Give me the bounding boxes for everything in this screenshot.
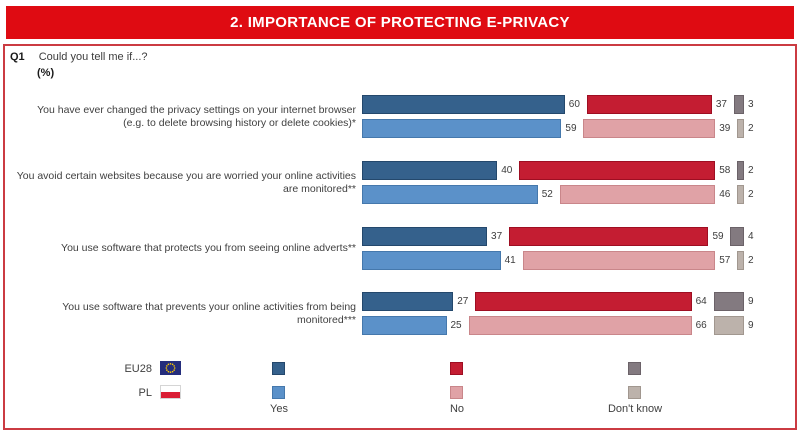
- bar-pl-no: [468, 316, 692, 335]
- bar-row-eu28: 37 59 4: [362, 227, 766, 246]
- legend-swatch-pl-dont-know: [628, 386, 641, 399]
- bar-row-eu28: 60 37 3: [362, 95, 766, 114]
- bar-row-eu28: 40 58 2: [362, 161, 766, 180]
- bar-pair: 60 37 3 59 39 2: [362, 95, 766, 138]
- pl-flag-icon: [160, 385, 181, 399]
- value-label: 4: [747, 231, 754, 242]
- bar-pl-dont-know: [713, 316, 744, 335]
- bar-eu28-yes: [362, 161, 498, 180]
- question-line: Q1 Could you tell me if...?: [10, 51, 148, 63]
- bar-eu28-dont-know: [730, 227, 744, 246]
- bar-pl-dont-know: [737, 185, 744, 204]
- bar-pl-yes: [362, 251, 501, 270]
- value-label: 59: [712, 231, 724, 242]
- bar-pair: 27 64 9 25 66 9: [362, 292, 766, 335]
- bar-eu28-dont-know: [713, 292, 744, 311]
- bar-eu28-no: [475, 292, 692, 311]
- value-label: 57: [719, 255, 731, 266]
- legend-row-label-eu28: EU28: [124, 363, 152, 375]
- legend-column-dont-know: Don't know: [607, 403, 663, 415]
- bar-row-pl: 52 46 2: [362, 185, 766, 204]
- bar-pl-dont-know: [737, 251, 744, 270]
- value-label: 37: [491, 231, 503, 242]
- question-label: You use software that prevents your onli…: [62, 300, 356, 326]
- bar-row-pl: 25 66 9: [362, 316, 766, 335]
- bar-row-pl: 59 39 2: [362, 119, 766, 138]
- question-text: Could you tell me if...?: [38, 51, 148, 63]
- question-group-1: You have ever changed the privacy settin…: [10, 95, 790, 138]
- bar-eu28-yes: [362, 95, 565, 114]
- bar-eu28-no: [586, 95, 712, 114]
- value-label: 2: [747, 123, 754, 134]
- value-label: 52: [541, 189, 553, 200]
- value-label: 59: [565, 123, 577, 134]
- value-label: 2: [747, 165, 754, 176]
- bar-pl-dont-know: [737, 119, 744, 138]
- value-label: 3: [747, 99, 754, 110]
- value-label: 46: [719, 189, 731, 200]
- value-label: 64: [695, 296, 707, 307]
- value-label: 27: [457, 296, 469, 307]
- bar-pl-no: [559, 185, 716, 204]
- legend-swatch-eu28-yes: [272, 362, 285, 375]
- bar-row-pl: 41 57 2: [362, 251, 766, 270]
- value-label: 60: [568, 99, 580, 110]
- bar-eu28-yes: [362, 227, 488, 246]
- legend-swatch-pl-yes: [272, 386, 285, 399]
- question-id: Q1: [10, 51, 25, 63]
- value-label: 9: [747, 320, 754, 331]
- legend-column-yes: Yes: [270, 403, 288, 415]
- bar-row-eu28: 27 64 9: [362, 292, 766, 311]
- question-label: You avoid certain websites because you a…: [16, 169, 356, 195]
- bar-pair: 37 59 4 41 57 2: [362, 227, 766, 270]
- bar-pl-no: [583, 119, 716, 138]
- value-label: 25: [450, 320, 462, 331]
- question-label: You use software that protects you from …: [61, 242, 356, 254]
- value-label: 41: [504, 255, 516, 266]
- question-label: You have ever changed the privacy settin…: [37, 103, 356, 129]
- legend-swatch-eu28-dont-know: [628, 362, 641, 375]
- legend-column-no: No: [449, 403, 465, 415]
- question-group-4: You use software that prevents your onli…: [10, 292, 790, 335]
- bar-pl-yes: [362, 185, 538, 204]
- bar-eu28-no: [509, 227, 709, 246]
- value-label: 40: [501, 165, 513, 176]
- value-label: 39: [719, 123, 731, 134]
- value-label: 66: [695, 320, 707, 331]
- bar-pl-no: [522, 251, 716, 270]
- question-group-3: You use software that protects you from …: [10, 227, 790, 270]
- bar-eu28-no: [519, 161, 716, 180]
- value-label: 2: [747, 189, 754, 200]
- legend-swatch-eu28-no: [450, 362, 463, 375]
- bar-pair: 40 58 2 52 46 2: [362, 161, 766, 204]
- title-band: 2. IMPORTANCE OF PROTECTING E-PRIVACY: [6, 6, 794, 39]
- legend-swatch-pl-no: [450, 386, 463, 399]
- bar-eu28-dont-know: [737, 161, 744, 180]
- legend-row-label-pl: PL: [138, 387, 152, 399]
- value-label: 9: [747, 296, 754, 307]
- value-label: 58: [719, 165, 731, 176]
- value-label: 2: [747, 255, 754, 266]
- percent-unit-label: (%): [37, 67, 55, 79]
- bar-pl-yes: [362, 119, 562, 138]
- value-label: 37: [715, 99, 727, 110]
- question-group-2: You avoid certain websites because you a…: [10, 161, 790, 204]
- eu-flag-icon: [160, 361, 181, 375]
- bar-eu28-dont-know: [733, 95, 744, 114]
- page-title: 2. IMPORTANCE OF PROTECTING E-PRIVACY: [230, 14, 570, 31]
- bar-pl-yes: [362, 316, 447, 335]
- bar-eu28-yes: [362, 292, 454, 311]
